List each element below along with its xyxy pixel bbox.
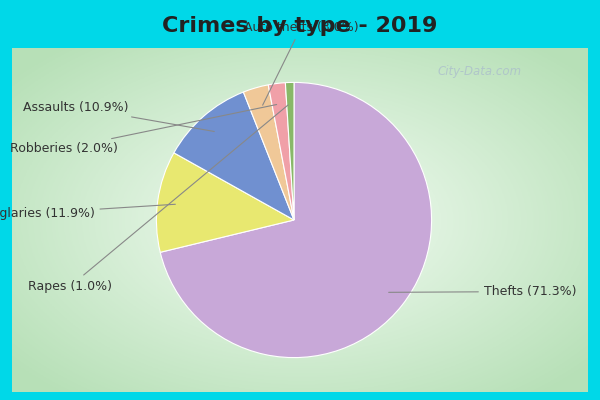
Wedge shape [157,153,294,252]
Wedge shape [174,92,294,220]
Text: Auto thefts (3.0%): Auto thefts (3.0%) [244,21,358,105]
Wedge shape [244,85,294,220]
Wedge shape [268,83,294,220]
Wedge shape [160,82,431,358]
Text: City-Data.com: City-Data.com [438,66,522,78]
Text: Crimes by type - 2019: Crimes by type - 2019 [163,16,437,36]
Text: Assaults (10.9%): Assaults (10.9%) [23,101,214,132]
Text: Robberies (2.0%): Robberies (2.0%) [10,104,277,155]
Wedge shape [286,82,294,220]
Text: Burglaries (11.9%): Burglaries (11.9%) [0,204,175,220]
Text: Rapes (1.0%): Rapes (1.0%) [28,105,288,292]
Text: Thefts (71.3%): Thefts (71.3%) [389,285,577,298]
